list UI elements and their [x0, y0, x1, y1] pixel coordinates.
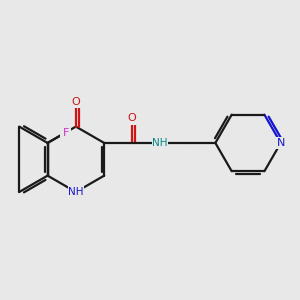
FancyBboxPatch shape: [70, 96, 82, 108]
Text: F: F: [62, 128, 69, 137]
Text: NH: NH: [68, 187, 84, 197]
Text: O: O: [71, 97, 80, 107]
Text: NH: NH: [152, 138, 167, 148]
FancyBboxPatch shape: [126, 112, 138, 125]
Text: O: O: [128, 113, 136, 123]
FancyBboxPatch shape: [68, 186, 84, 198]
Text: N: N: [277, 138, 285, 148]
FancyBboxPatch shape: [152, 137, 168, 149]
FancyBboxPatch shape: [275, 137, 286, 149]
FancyBboxPatch shape: [60, 126, 71, 139]
